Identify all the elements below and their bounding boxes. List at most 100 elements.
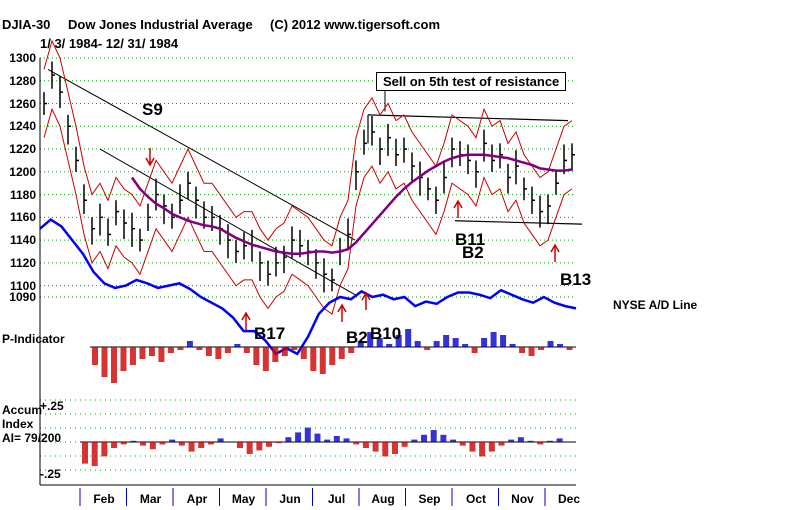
- accum-bar: [111, 442, 118, 448]
- p-indicator-bar: [509, 344, 516, 347]
- accum-bar: [159, 442, 166, 445]
- p-indicator-bar: [110, 347, 117, 383]
- p-indicator-bar: [566, 347, 573, 350]
- accum-bar: [353, 442, 360, 445]
- axis-lines: [39, 58, 576, 506]
- accum-bar: [333, 436, 340, 442]
- accum-bar: [498, 442, 505, 446]
- p-indicator-bar: [348, 347, 355, 353]
- nyse-ad-line: [39, 218, 577, 356]
- accum-bar: [440, 434, 447, 442]
- accum-bar: [169, 439, 176, 442]
- accum-bar: [275, 442, 282, 444]
- p-indicator-bar: [158, 347, 165, 362]
- accum-bar: [391, 442, 398, 454]
- signal-s9: S9: [142, 100, 163, 119]
- p-indicator-bar: [519, 347, 526, 353]
- ma-line: [130, 153, 573, 256]
- accum-bar: [295, 432, 302, 442]
- p-indicator-bar: [405, 329, 412, 347]
- p-indicator-bar: [443, 335, 450, 347]
- accum-bar: [546, 440, 553, 442]
- accum-bar: [188, 442, 195, 452]
- accum-bar: [343, 438, 350, 442]
- p-indicator-bar: [148, 347, 155, 356]
- p-indicator-bar: [186, 341, 193, 347]
- p-indicator-bar: [500, 335, 507, 347]
- month-label: Apr: [186, 492, 208, 506]
- p-indicator-bar: [452, 338, 459, 347]
- p-indicator-bar: [262, 347, 269, 371]
- p-indicator-bar: [433, 341, 440, 347]
- y-tick-label: 1140: [9, 233, 36, 248]
- accum-bar: [266, 442, 273, 447]
- month-label: Mar: [139, 492, 162, 506]
- accum-bar: [459, 442, 466, 446]
- signal-b13: B13: [560, 270, 592, 289]
- signal-arrows: [145, 148, 560, 330]
- moving-average: [130, 153, 573, 256]
- p-indicator-bar: [414, 341, 421, 347]
- accum-bar: [517, 437, 524, 442]
- y-tick-label: 1090: [9, 290, 36, 304]
- accum-bar: [488, 442, 495, 452]
- accum-bar: [450, 439, 457, 442]
- accum-bar: [120, 442, 127, 445]
- p-indicator-bar: [462, 344, 469, 347]
- p-indicator-bar: [291, 347, 298, 350]
- p-indicator-bars: [90, 329, 576, 383]
- p-indicator-bar: [557, 344, 564, 347]
- buy-arrow-head: [337, 303, 347, 313]
- support-line: [454, 220, 583, 225]
- upper-band: [43, 39, 573, 247]
- p-indicator-bar: [395, 335, 402, 347]
- p-indicator-bar: [386, 344, 393, 347]
- accum-bar: [508, 439, 515, 442]
- accum-bar: [556, 438, 563, 442]
- accum-bar: [246, 442, 253, 454]
- ad-line: [39, 218, 577, 356]
- y-tick-label: 1200: [9, 164, 36, 179]
- month-label: Feb: [93, 492, 115, 506]
- accum-bar: [178, 442, 185, 446]
- accum-bar: [207, 442, 214, 445]
- y-tick-label: 1100: [9, 278, 36, 293]
- accum-bar: [149, 442, 156, 450]
- trend-lines: [47, 68, 583, 296]
- p-indicator-bar: [215, 347, 222, 359]
- signal-b10: B10: [370, 324, 402, 343]
- accum-bar: [140, 442, 147, 446]
- lower-band: [43, 107, 573, 315]
- accum-bar: [537, 442, 544, 445]
- p-indicator-bar: [272, 347, 279, 362]
- signal-b11: B11: [455, 230, 486, 249]
- p-indicator-bar: [367, 332, 374, 347]
- p-indicator-bar: [177, 347, 184, 350]
- accum-bar: [101, 442, 108, 457]
- accum-bar: [469, 442, 476, 452]
- p-indicator-bar: [357, 341, 364, 347]
- p-indicator-bar: [538, 347, 545, 350]
- accum-bar: [382, 442, 389, 457]
- p-indicator-bar: [167, 347, 174, 353]
- signal-b2-jul: B2: [346, 328, 368, 347]
- month-label: May: [231, 492, 256, 506]
- p-indicator-bar: [329, 347, 336, 365]
- date-range: 1/ 3/ 1984- 12/ 31/ 1984: [40, 36, 179, 51]
- accum-bar: [217, 438, 224, 442]
- month-label: Sep: [418, 492, 441, 506]
- p-indicator-bar: [101, 347, 108, 377]
- p-indicator-bar: [234, 344, 241, 347]
- y-tick-label: 1120: [9, 255, 36, 270]
- p-indicator-bar: [120, 347, 127, 371]
- accum-bar: [256, 442, 263, 451]
- index-label: Index: [2, 417, 34, 431]
- p-indicator-bar: [281, 347, 288, 356]
- accum-bar: [91, 442, 98, 466]
- p-indicator-bar: [253, 347, 260, 365]
- p-indicator-bar: [243, 347, 250, 353]
- accum-bar: [430, 430, 437, 442]
- y-tick-label: 1160: [9, 210, 36, 225]
- accum-label: Accum: [2, 403, 43, 417]
